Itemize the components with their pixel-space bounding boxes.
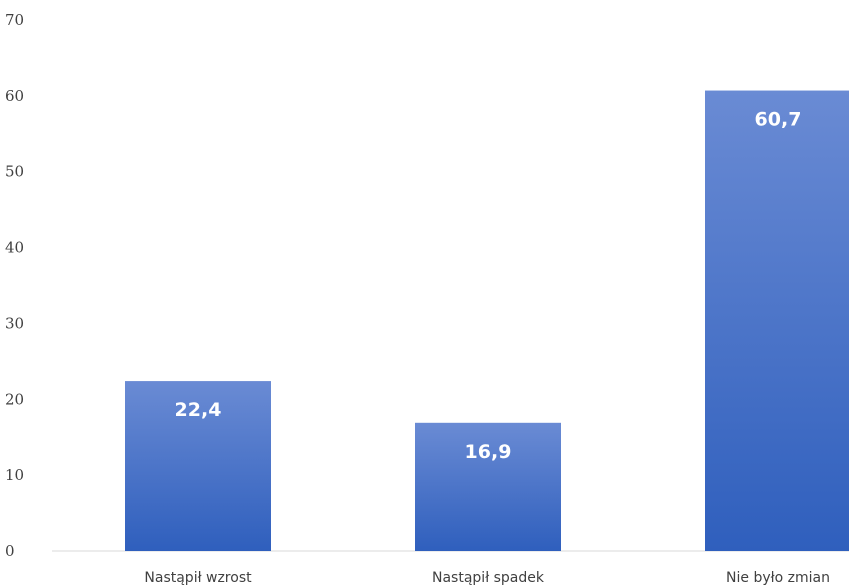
y-tick-label: 0 — [5, 542, 15, 560]
y-tick-label: 20 — [5, 390, 24, 408]
bars: 22,4 16,9 60,7 — [125, 90, 849, 551]
y-axis-ticks: 0 10 20 30 40 50 60 70 — [5, 11, 24, 560]
y-tick-label: 30 — [5, 314, 24, 332]
data-label: 22,4 — [175, 399, 222, 421]
category-label: Nastąpił wzrost — [144, 570, 252, 586]
data-label: 16,9 — [465, 441, 512, 463]
category-label: Nie było zmian — [726, 570, 830, 586]
bar — [705, 90, 849, 551]
y-tick-label: 40 — [5, 239, 24, 257]
y-tick-label: 10 — [5, 466, 24, 484]
data-label: 60,7 — [755, 109, 802, 131]
y-tick-label: 50 — [5, 163, 24, 181]
y-tick-label: 70 — [5, 11, 24, 29]
bar — [125, 381, 271, 551]
y-tick-label: 60 — [5, 87, 24, 105]
category-labels: Nastąpił wzrost Nastąpił spadek Nie było z… — [144, 570, 830, 586]
bar — [415, 422, 561, 551]
category-label: Nastąpił spadek — [432, 570, 545, 586]
